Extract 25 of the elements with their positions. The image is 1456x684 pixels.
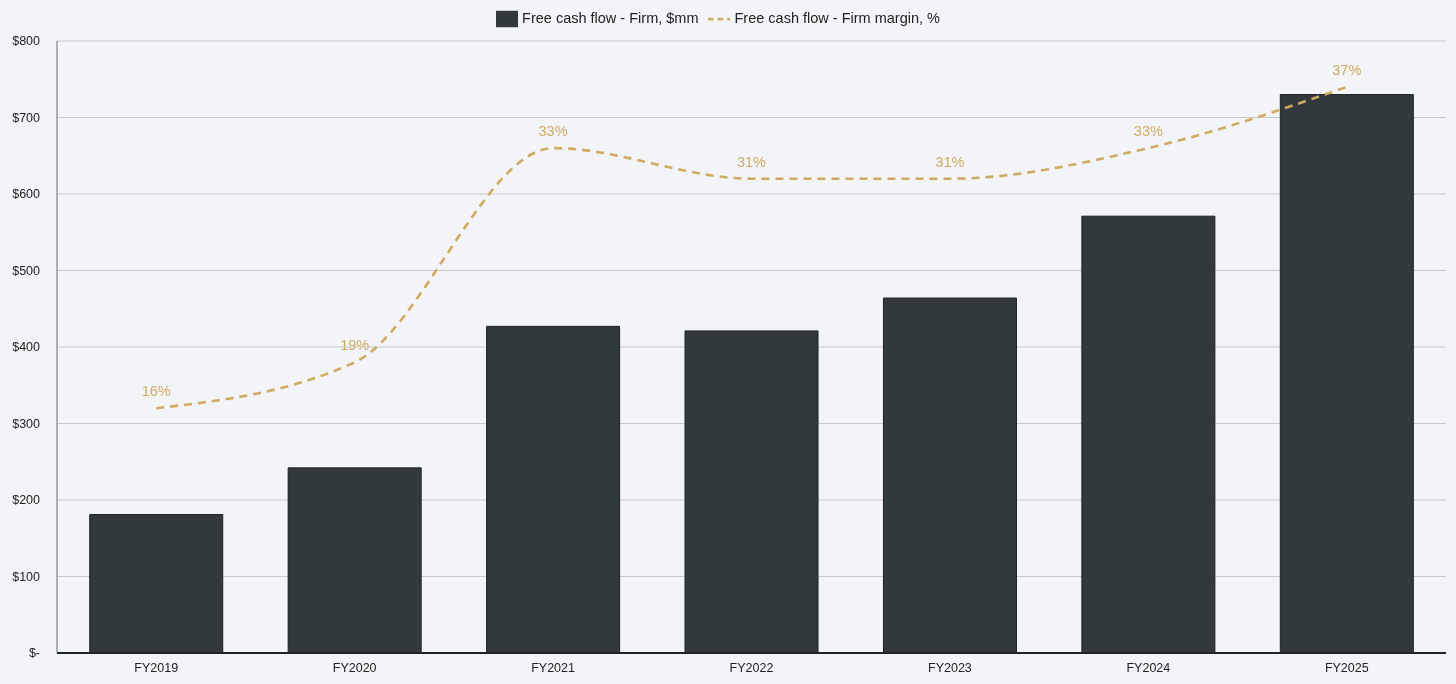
y-tick-label: $500 [12, 263, 41, 278]
y-tick-label: $200 [12, 493, 41, 508]
y-tick-label: $400 [12, 340, 41, 355]
y-tick-label: $600 [12, 187, 41, 202]
x-tick-label: FY2020 [332, 660, 377, 675]
x-tick-label: FY2022 [729, 660, 774, 675]
y-tick-label: $700 [12, 110, 41, 125]
x-tick-label: FY2024 [1126, 660, 1171, 675]
y-tick-label: $800 [12, 34, 41, 49]
x-tick-label: FY2025 [1324, 660, 1369, 675]
y-tick-label: $- [28, 646, 40, 661]
legend-label: Free cash flow - Firm margin, % [734, 9, 940, 26]
data-label: 31% [935, 153, 965, 170]
data-label: 19% [340, 337, 370, 354]
x-tick-label: FY2019 [134, 660, 179, 675]
data-label: 16% [141, 383, 171, 400]
data-label: 33% [538, 123, 568, 140]
x-tick-label: FY2023 [928, 660, 972, 675]
data-label: 33% [1133, 123, 1163, 140]
data-label: 31% [736, 153, 767, 170]
legend-label: Free cash flow - Firm, $mm [522, 9, 699, 26]
data-label: 37% [1332, 61, 1362, 78]
y-tick-label: $100 [12, 569, 41, 584]
x-tick-label: FY2021 [531, 660, 576, 675]
y-tick-label: $300 [12, 416, 41, 431]
